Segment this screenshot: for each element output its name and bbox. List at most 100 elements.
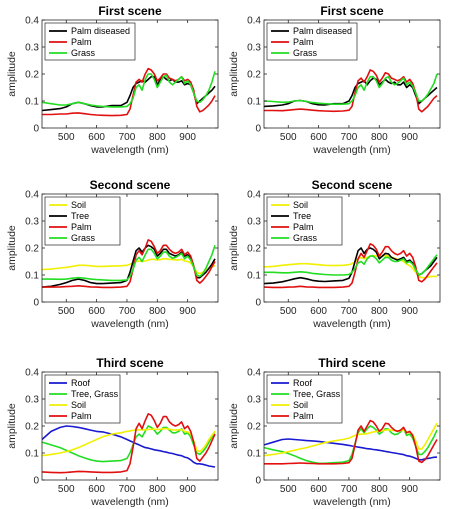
y-tick-label: 0.1 xyxy=(247,449,261,460)
x-axis-label: wavelength (nm) xyxy=(312,496,391,508)
x-tick-label: 600 xyxy=(310,306,327,317)
chart-title: Third scene xyxy=(96,356,164,370)
legend-label-tree-grass: Tree, Grass xyxy=(71,389,119,399)
y-tick-label: 0.1 xyxy=(247,271,261,282)
x-tick-label: 600 xyxy=(310,484,327,495)
y-tick-label: 0.4 xyxy=(25,368,39,379)
y-axis-label: amplitude xyxy=(228,51,240,97)
y-tick-label: 0.3 xyxy=(247,395,261,406)
y-tick-label: 0.4 xyxy=(247,16,261,27)
series-line-tree xyxy=(42,244,216,288)
legend-label-tree: Tree xyxy=(293,211,311,221)
x-tick-label: 500 xyxy=(58,484,75,495)
x-tick-label: 900 xyxy=(401,306,418,317)
x-tick-label: 500 xyxy=(58,132,75,143)
chart-title: Second scene xyxy=(312,178,393,192)
y-tick-label: 0.3 xyxy=(25,217,39,228)
y-tick-label: 0 xyxy=(255,476,261,487)
series-line-tree-grass xyxy=(264,425,438,465)
y-tick-label: 0.4 xyxy=(247,368,261,379)
chart-panel-2: First scene 500 600 700 800 900 0 0.1 0.2 0.3 0.4 w… xyxy=(228,4,441,156)
series-line-roof xyxy=(42,425,216,468)
x-tick-label: 800 xyxy=(371,132,388,143)
series-line-palm xyxy=(264,69,438,113)
x-tick-label: 600 xyxy=(310,132,327,143)
y-tick-label: 0.2 xyxy=(25,244,39,255)
y-tick-label: 0.2 xyxy=(25,70,39,81)
y-tick-label: 0.1 xyxy=(247,97,261,108)
y-tick-label: 0 xyxy=(255,298,261,309)
x-axis-label: wavelength (nm) xyxy=(90,496,169,508)
x-axis-label: wavelength (nm) xyxy=(312,318,391,330)
x-tick-label: 800 xyxy=(371,484,388,495)
x-tick-label: 700 xyxy=(119,484,136,495)
series-line-grass xyxy=(264,254,438,276)
x-tick-label: 500 xyxy=(280,132,297,143)
legend-label-grass: Grass xyxy=(293,233,318,243)
series-line-roof xyxy=(264,438,438,461)
y-tick-label: 0.3 xyxy=(247,217,261,228)
x-tick-label: 900 xyxy=(179,306,196,317)
x-tick-label: 800 xyxy=(149,484,166,495)
x-tick-label: 800 xyxy=(371,306,388,317)
x-tick-label: 900 xyxy=(401,132,418,143)
y-tick-label: 0.1 xyxy=(25,97,39,108)
series-line-grass xyxy=(42,245,216,282)
y-tick-label: 0.2 xyxy=(247,244,261,255)
legend-label-grass: Grass xyxy=(293,48,318,58)
y-axis-label: amplitude xyxy=(6,225,18,271)
series-line-palm xyxy=(42,67,216,117)
x-tick-label: 700 xyxy=(341,132,358,143)
chart-title: First scene xyxy=(98,4,162,18)
legend-label-palm: Palm xyxy=(71,37,92,47)
x-tick-label: 700 xyxy=(341,484,358,495)
y-tick-label: 0.1 xyxy=(25,449,39,460)
legend-label-palm: Palm xyxy=(293,37,314,47)
series-line-soil xyxy=(42,427,216,457)
x-tick-label: 700 xyxy=(119,306,136,317)
series-line-palm xyxy=(42,239,216,289)
legend-label-soil: Soil xyxy=(293,200,308,210)
y-tick-label: 0.3 xyxy=(25,43,39,54)
x-tick-label: 800 xyxy=(149,132,166,143)
y-tick-label: 0.4 xyxy=(25,190,39,201)
x-tick-label: 900 xyxy=(401,484,418,495)
legend-label-palm-diseased: Palm diseased xyxy=(71,26,130,36)
y-tick-label: 0.4 xyxy=(25,16,39,27)
series-line-palm xyxy=(264,243,438,289)
x-tick-label: 600 xyxy=(88,484,105,495)
series-line-soil xyxy=(264,254,437,279)
legend-label-tree: Tree xyxy=(71,211,89,221)
y-axis-label: amplitude xyxy=(6,51,18,97)
x-tick-label: 900 xyxy=(179,132,196,143)
chart-panel-6: Third scene 500 600 700 800 900 0 0.1 0.2 0.3 0.4 w… xyxy=(228,356,441,508)
series-line-soil xyxy=(264,422,438,457)
legend-label-soil: Soil xyxy=(71,200,86,210)
x-tick-label: 500 xyxy=(280,306,297,317)
legend-label-grass: Grass xyxy=(71,48,96,58)
legend-label-roof: Roof xyxy=(293,378,313,388)
x-tick-label: 800 xyxy=(149,306,166,317)
x-tick-label: 600 xyxy=(88,306,105,317)
y-axis-label: amplitude xyxy=(228,225,240,271)
legend-label-palm: Palm xyxy=(293,411,314,421)
y-tick-label: 0.3 xyxy=(25,395,39,406)
series-line-palm xyxy=(42,413,216,474)
x-axis-label: wavelength (nm) xyxy=(90,318,169,330)
x-tick-label: 500 xyxy=(280,484,297,495)
series-line-palm xyxy=(264,419,438,465)
y-axis-label: amplitude xyxy=(228,403,240,449)
legend-label-palm: Palm xyxy=(71,411,92,421)
chart-panel-4: Second scene 500 600 700 800 900 0 0.1 0.2 0.3 0.4… xyxy=(228,178,441,330)
legend-label-palm-diseased: Palm diseased xyxy=(293,26,352,36)
x-tick-label: 600 xyxy=(88,132,105,143)
x-tick-label: 500 xyxy=(58,306,75,317)
y-tick-label: 0 xyxy=(33,476,39,487)
series-line-grass xyxy=(264,73,438,105)
legend-label-soil: Soil xyxy=(71,400,86,410)
y-tick-label: 0.1 xyxy=(25,271,39,282)
chart-panel-1: First scene 500 600 700 800 900 0 0.1 0.2 0.3 0.4 w… xyxy=(6,4,219,156)
y-tick-label: 0.4 xyxy=(247,190,261,201)
y-tick-label: 0.2 xyxy=(247,422,261,433)
